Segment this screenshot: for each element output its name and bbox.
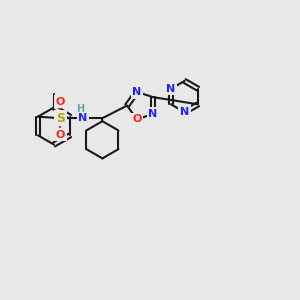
Text: O: O: [132, 114, 142, 124]
Text: N: N: [132, 87, 142, 97]
Text: S: S: [56, 112, 65, 125]
Text: O: O: [56, 97, 65, 107]
Text: N: N: [78, 113, 88, 123]
Text: O: O: [56, 130, 65, 140]
Text: N: N: [167, 84, 176, 94]
Text: N: N: [148, 109, 158, 119]
Text: H: H: [76, 103, 84, 114]
Text: N: N: [180, 107, 189, 117]
